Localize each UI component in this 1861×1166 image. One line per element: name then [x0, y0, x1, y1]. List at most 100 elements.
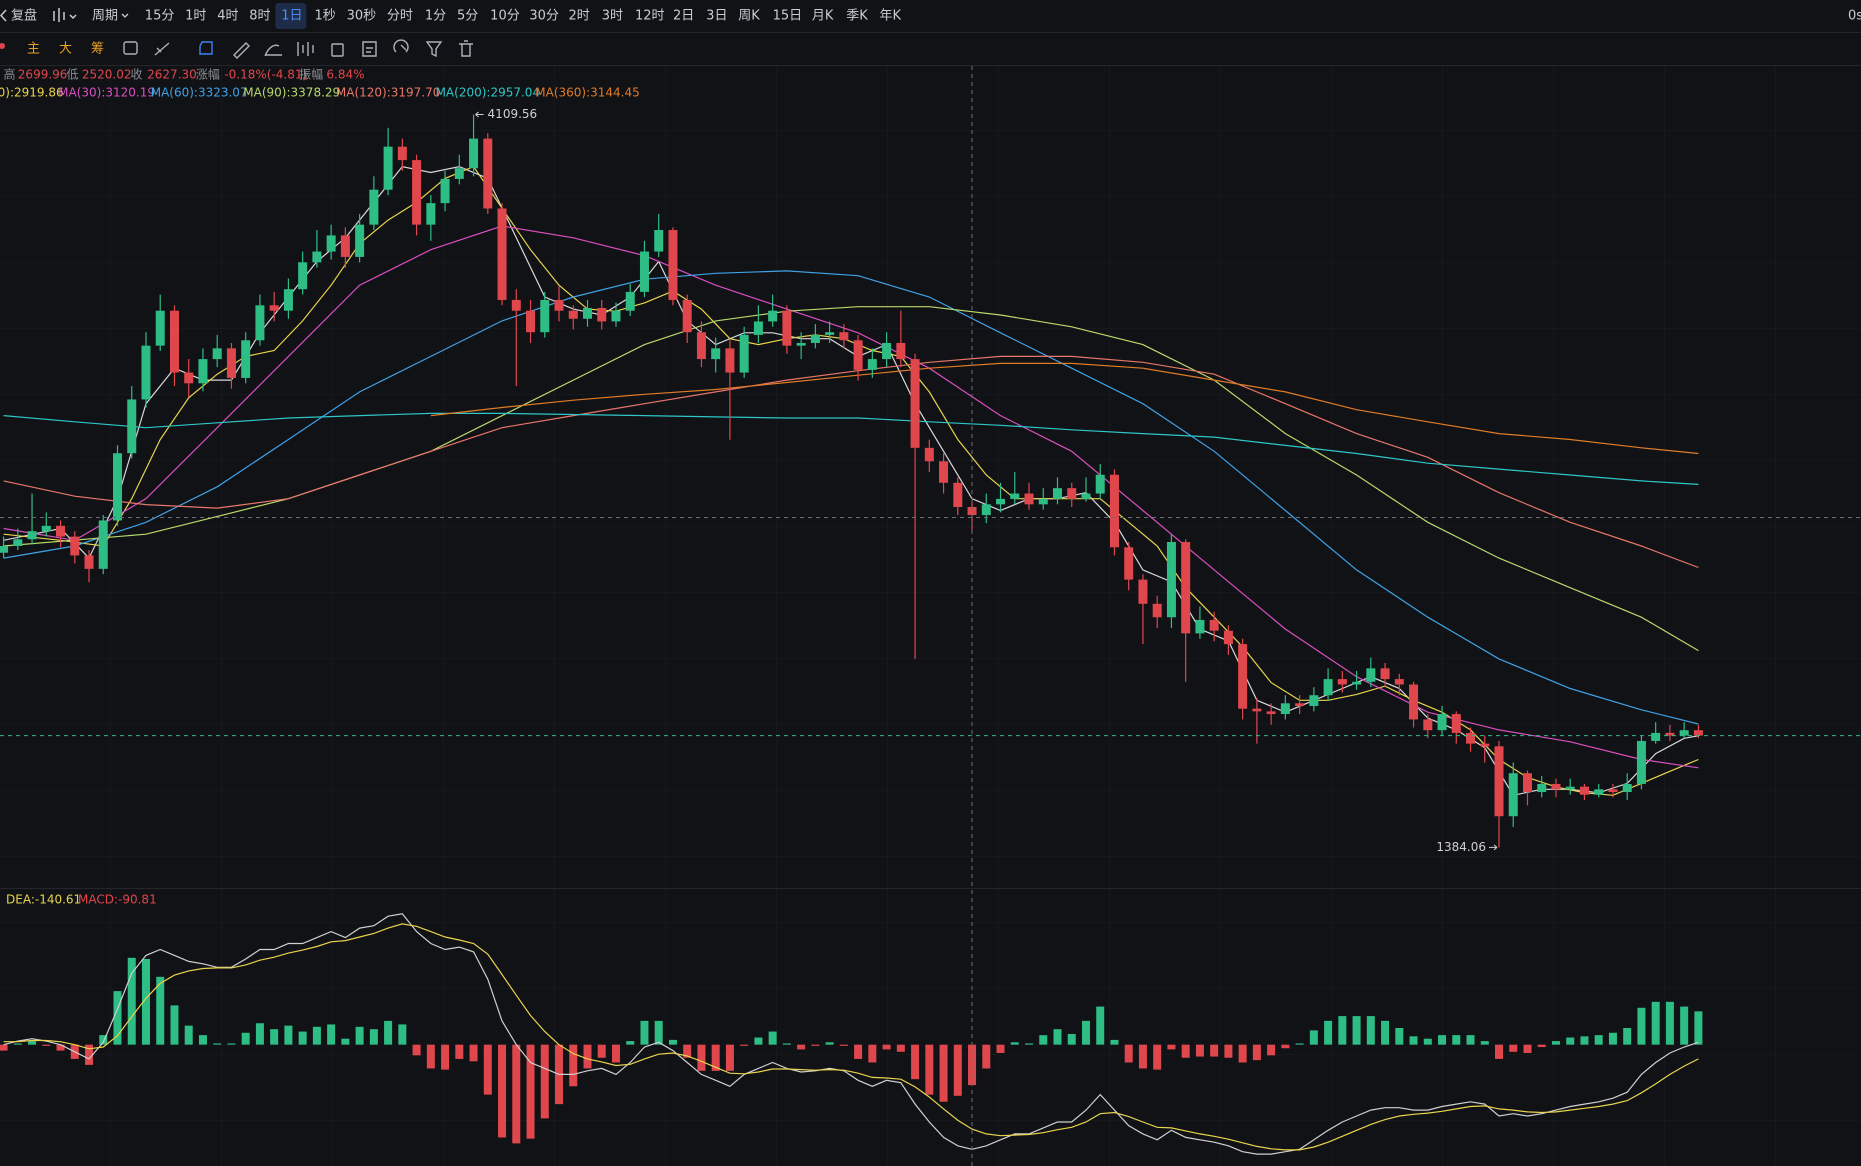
interval-button[interactable]: 周K — [738, 9, 760, 24]
interval-button[interactable]: 30分 — [529, 9, 559, 24]
interval-button[interactable]: 5分 — [457, 9, 478, 24]
macd-bar — [1651, 1001, 1660, 1045]
interval-button[interactable]: 1时 — [185, 9, 206, 24]
info-label: 高 — [4, 67, 16, 82]
macd-bar — [1138, 1044, 1147, 1069]
macd-bar — [1580, 1036, 1589, 1045]
interval-button[interactable]: 2时 — [569, 9, 590, 24]
interval-button[interactable]: 1分 — [425, 9, 446, 24]
tool-icon[interactable] — [154, 42, 170, 56]
interval-button[interactable]: 3日 — [706, 9, 727, 24]
candle-body — [312, 251, 322, 263]
candle-body — [340, 235, 350, 257]
period-caret[interactable] — [121, 13, 129, 18]
interval-button[interactable]: 1日 — [281, 9, 302, 24]
tool-icon[interactable] — [199, 41, 213, 55]
macd-legend-item: MACD:-90.81 — [78, 893, 157, 907]
interval-button[interactable]: 1秒 — [315, 9, 336, 24]
candle-body — [127, 399, 137, 454]
interval-button[interactable]: 季K — [846, 9, 868, 24]
price-panel: 4109.56 1384.06 — [0, 107, 1861, 854]
candle-body — [1380, 668, 1390, 680]
candle-body — [711, 348, 721, 360]
macd-bar — [298, 1031, 307, 1045]
macd-bar — [1466, 1035, 1475, 1045]
candle-body — [1181, 541, 1191, 634]
candle-body — [1010, 493, 1020, 499]
macd-bar — [882, 1044, 891, 1050]
tab-chips[interactable]: 筹 — [91, 41, 104, 57]
candle-body — [355, 224, 365, 257]
tool-icon[interactable] — [459, 40, 473, 57]
tool-icon[interactable] — [297, 42, 314, 56]
macd-bar — [1495, 1044, 1504, 1059]
interval-button[interactable]: 30秒 — [347, 9, 377, 24]
candle-body — [853, 340, 863, 370]
interval-button[interactable]: 2日 — [673, 9, 694, 24]
macd-bar — [512, 1044, 521, 1144]
interval-button[interactable]: 10分 — [490, 9, 520, 24]
candle-body — [540, 299, 550, 333]
candle-body — [56, 525, 66, 537]
candle-body — [1451, 714, 1461, 733]
interval-button[interactable]: 3时 — [602, 9, 623, 24]
ma-line — [430, 362, 1699, 455]
macd-bar — [768, 1031, 777, 1045]
right-label: 0s — [1848, 9, 1861, 24]
macd-bar — [668, 1039, 677, 1045]
macd-bar — [426, 1044, 435, 1069]
interval-button[interactable]: 4时 — [217, 9, 238, 24]
macd-bar — [711, 1044, 720, 1071]
macd-bar — [1395, 1028, 1404, 1045]
tool-icon[interactable] — [123, 41, 138, 55]
interval-button[interactable]: 年K — [879, 9, 901, 24]
candle-body — [725, 348, 735, 373]
tool-icon[interactable] — [233, 42, 250, 59]
candle-body — [184, 372, 194, 384]
macd-bar — [198, 1035, 207, 1045]
tool-icon[interactable] — [425, 41, 443, 58]
candle-body — [526, 310, 536, 333]
tool-icon[interactable] — [264, 44, 282, 57]
candle-body — [611, 310, 621, 322]
candle-body — [753, 321, 763, 335]
tool-icon[interactable] — [331, 43, 344, 57]
replay-button[interactable]: 复盘 — [11, 8, 37, 24]
macd-bar — [569, 1044, 578, 1087]
macd-bar — [1081, 1020, 1090, 1045]
interval-button[interactable]: 8时 — [249, 9, 270, 24]
ma-legend-item: MA(90):3378.29 — [243, 86, 340, 100]
tool-icon[interactable] — [393, 39, 409, 53]
interval-button[interactable]: 15日 — [773, 9, 803, 24]
macd-bar — [939, 1044, 948, 1102]
tool-icon[interactable] — [362, 41, 377, 57]
interval-button[interactable]: 12时 — [635, 9, 665, 24]
interval-button[interactable]: 月K — [812, 9, 834, 24]
ma-legend-item: MA(120):3197.70 — [336, 86, 441, 100]
candle-body — [1166, 541, 1176, 618]
macd-bar — [626, 1041, 635, 1045]
interval-button[interactable]: 15分 — [145, 9, 175, 24]
candle-body — [198, 359, 208, 384]
macd-bar — [982, 1044, 991, 1069]
period-button[interactable]: 周期 — [92, 9, 118, 24]
macd-bar — [1637, 1007, 1646, 1045]
macd-bar — [925, 1044, 934, 1095]
candle-body — [996, 498, 1006, 505]
candle-body — [1394, 679, 1404, 685]
candle-body — [1337, 679, 1347, 685]
macd-bar — [1309, 1030, 1318, 1045]
macd-bar — [141, 959, 150, 1045]
macd-bar — [640, 1020, 649, 1045]
tab-main[interactable]: 主 — [27, 42, 40, 57]
tab-big[interactable]: 大 — [59, 42, 72, 57]
candle-body — [1038, 498, 1048, 505]
replay-icon[interactable] — [0, 9, 7, 22]
macd-bar — [683, 1044, 692, 1058]
candle-body — [155, 310, 165, 346]
macd-bar — [327, 1024, 336, 1045]
interval-button[interactable]: 分时 — [387, 9, 413, 24]
macd-bar — [896, 1044, 905, 1052]
chart-type-button[interactable] — [53, 8, 77, 22]
candle-body — [625, 291, 635, 311]
